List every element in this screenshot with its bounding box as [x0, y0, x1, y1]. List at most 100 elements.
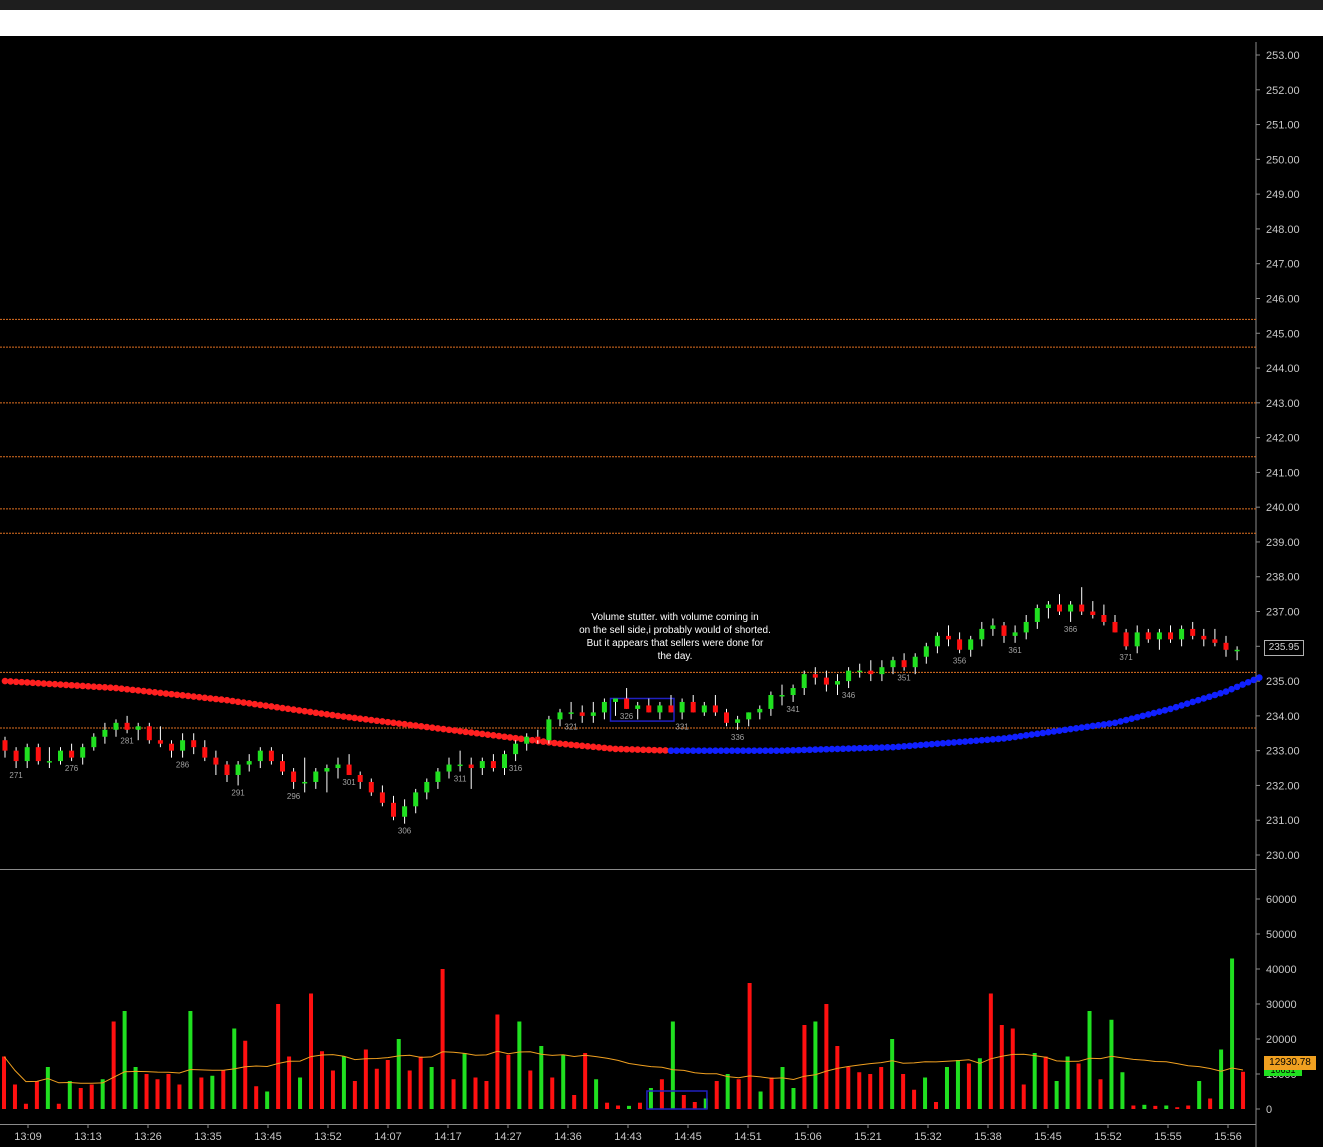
ma-dot-red [484, 731, 492, 738]
candle-body [990, 625, 996, 629]
ma-dot-red [440, 725, 447, 733]
ma-dot-red [295, 707, 303, 714]
ma-dot-blue [989, 736, 997, 743]
volume-bar [407, 1070, 412, 1109]
candle-body [24, 747, 30, 762]
ma-dot-red [301, 707, 309, 715]
ma-dot-red [68, 681, 75, 689]
volume-bar [890, 1039, 895, 1109]
ma-dot-blue [1089, 722, 1097, 730]
ma-dot-red [90, 683, 98, 690]
volume-bar [670, 1021, 675, 1109]
time-tick-label: 15:56 [1214, 1131, 1242, 1143]
price-tick-label: 244.00 [1266, 363, 1300, 375]
volume-bar [999, 1025, 1004, 1109]
candle-body [668, 705, 674, 713]
ma-dot-red [606, 745, 614, 752]
volume-bar [45, 1067, 50, 1109]
candle-body [590, 712, 596, 716]
ma-dot-red [84, 683, 92, 690]
candle-body [513, 743, 519, 755]
volume-bar [144, 1074, 149, 1109]
ma-dot-red [334, 712, 342, 720]
volume-bar [1153, 1105, 1158, 1109]
ma-dot-blue [1061, 726, 1069, 734]
ma-dot-red [506, 734, 514, 741]
bar-number-label: 276 [65, 764, 79, 773]
volume-bar [319, 1051, 324, 1109]
ma-dot-blue [889, 743, 897, 751]
bar-number-label: 356 [953, 656, 967, 665]
volume-bar [955, 1060, 960, 1109]
candle-body [657, 705, 663, 713]
ma-dot-blue [834, 745, 841, 753]
ma-dot-red [184, 692, 192, 700]
ma-dot-red [351, 714, 358, 722]
ma-dot-red [601, 744, 608, 752]
candle-body [413, 792, 419, 807]
ma-dot-red [245, 700, 253, 707]
price-tick-label: 248.00 [1266, 224, 1300, 236]
ma-dot-red [18, 678, 25, 686]
ma-dot-blue [712, 747, 719, 754]
ma-dot-red [257, 701, 264, 709]
candle-body [224, 764, 230, 775]
volume-bar [67, 1081, 72, 1109]
volume-bar [616, 1105, 621, 1109]
ma-dot-red [323, 711, 331, 718]
volume-bar [276, 1004, 281, 1109]
candle-body [801, 674, 807, 689]
ma-dot-red [46, 680, 53, 688]
candle-body [768, 695, 774, 709]
volume-bar [462, 1053, 467, 1109]
ma-dot-red [151, 689, 159, 696]
candle-body [1212, 639, 1218, 643]
ma-dot-blue [784, 747, 791, 754]
ma-dot-blue [767, 747, 775, 754]
volume-tick-label: 40000 [1266, 964, 1297, 976]
ma-dot-red [429, 724, 436, 731]
ma-dot-blue [1067, 725, 1074, 733]
candle-body [1134, 632, 1140, 647]
candle-body [846, 670, 852, 682]
volume-bar [451, 1079, 456, 1109]
volume-bar [1032, 1053, 1037, 1109]
candle-body [346, 764, 352, 775]
bar-number-label: 346 [842, 691, 856, 700]
candle-body [457, 764, 463, 767]
time-tick-label: 15:38 [974, 1131, 1002, 1143]
volume-tick-label: 60000 [1266, 894, 1297, 906]
candle-body [35, 747, 41, 762]
candle-body [324, 768, 330, 772]
volume-bar [1219, 1049, 1224, 1109]
bar-number-label: 341 [786, 705, 800, 714]
ma-dot-blue [1017, 732, 1024, 740]
ma-dot-blue [1167, 705, 1174, 713]
volume-bar [396, 1039, 401, 1109]
price-axis: 253.00 252.00 251.00 250.00 249.00 248.00 247.… [0, 42, 1300, 1147]
ma-dot-red [401, 720, 408, 728]
candle-body [102, 729, 108, 737]
ma-dot-blue [762, 747, 769, 754]
ma-dot-blue [1117, 718, 1124, 725]
candle-body [235, 764, 241, 775]
candle-body [901, 660, 907, 668]
volume-axis: 6000050000400003000020000100000 [1256, 894, 1297, 1116]
volume-tick-label: 20000 [1266, 1034, 1297, 1046]
price-tick-label: 240.00 [1266, 502, 1300, 514]
candle-body [402, 806, 408, 817]
ma-dot-blue [906, 742, 913, 750]
ma-dot-blue [1106, 720, 1113, 727]
volume-bar [901, 1074, 906, 1109]
time-tick-label: 15:45 [1034, 1131, 1062, 1143]
volume-bar [1175, 1107, 1180, 1109]
volume-bar [550, 1077, 555, 1109]
ma-dot-red [40, 680, 48, 687]
price-tick-label: 249.00 [1266, 189, 1300, 201]
ma-dot-red [467, 729, 475, 736]
candle-body [80, 747, 86, 758]
volume-bar [923, 1077, 928, 1109]
ma-dot-red [35, 679, 42, 687]
candle-body [1079, 604, 1085, 612]
